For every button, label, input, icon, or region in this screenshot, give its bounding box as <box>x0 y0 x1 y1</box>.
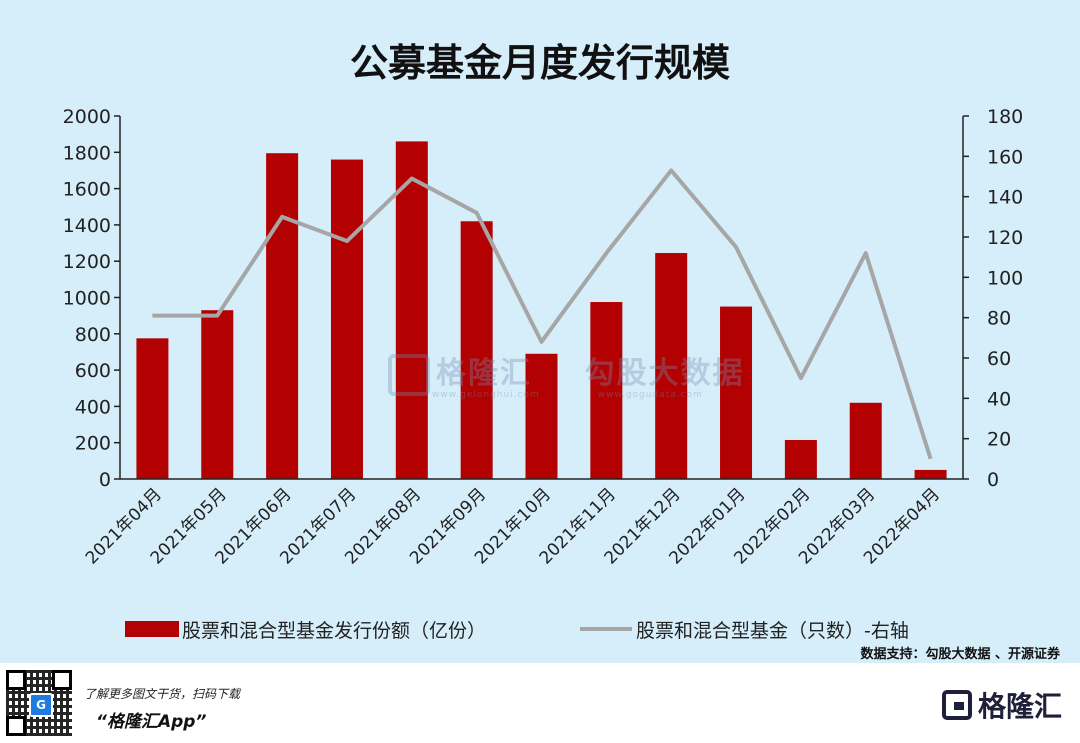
bar <box>655 253 688 479</box>
source-note: 数据支持：勾股大数据 、开源证券 <box>860 647 1060 662</box>
line-series <box>152 168 933 460</box>
qr-corner-icon <box>6 670 26 690</box>
left-tick-label: 2000 <box>63 106 111 128</box>
right-tick-label: 160 <box>987 146 1023 168</box>
chart-title: 公募基金月度发行规模 <box>350 41 730 85</box>
right-tick-label: 180 <box>987 106 1023 128</box>
right-tick-label: 20 <box>987 429 1011 451</box>
gelonghui-logo-icon <box>941 690 972 720</box>
qr-logo-icon: G <box>29 693 53 717</box>
left-tick-label: 800 <box>75 324 111 346</box>
left-tick-label: 1800 <box>63 142 111 164</box>
right-tick-label: 100 <box>987 267 1023 289</box>
brand-logo: 格隆汇 <box>941 685 1062 725</box>
bar <box>201 310 234 479</box>
left-tick-label: 1200 <box>63 251 111 273</box>
left-tick-label: 0 <box>99 469 111 491</box>
left-axis: 0 200 400 600 800 1000 1200 1400 1600 1800 2000 <box>63 106 121 491</box>
right-axis: 0 20 40 60 80 100 120 140 160 180 <box>962 106 1023 491</box>
bar <box>395 141 428 479</box>
left-tick-label: 400 <box>75 396 111 418</box>
footer: G 了解更多图文干货，扫码下载 “格隆汇App” 格隆汇 <box>0 663 1080 743</box>
watermark-url: www.gelonghui.com www.gogudata.com <box>432 389 703 400</box>
watermark-partner: 勾股大数据 <box>584 356 745 391</box>
left-tick-label: 1400 <box>63 215 111 237</box>
legend-swatch-bar <box>125 621 179 637</box>
right-tick-label: 40 <box>987 388 1011 410</box>
x-axis: 2021年04月2021年05月2021年06月2021年07月2021年08月… <box>82 478 963 568</box>
bar <box>460 221 493 479</box>
brand-name: 格隆汇 <box>977 690 1062 723</box>
watermark-logo-icon <box>388 353 430 396</box>
left-tick-label: 200 <box>75 433 111 455</box>
footer-tagline: 了解更多图文干货，扫码下载 <box>84 687 241 701</box>
left-tick-label: 1600 <box>63 179 111 201</box>
qr-corner-icon <box>52 670 72 690</box>
bar <box>136 338 169 479</box>
watermark: 格隆汇 勾股大数据 www.gelonghui.com www.gogudata… <box>388 348 744 400</box>
watermark-brand: 格隆汇 <box>436 356 532 391</box>
bar <box>914 469 947 479</box>
right-tick-label: 0 <box>987 469 999 491</box>
legend-label-bar: 股票和混合型基金发行份额（亿份） <box>182 620 486 642</box>
chart: 公募基金月度发行规模 02004006008001000120014001600… <box>63 41 1024 642</box>
legend: 股票和混合型基金发行份额（亿份） 股票和混合型基金（只数）-右轴 <box>125 620 909 642</box>
bar <box>720 306 753 479</box>
bar <box>784 439 817 479</box>
footer-app-name: “格隆汇App” <box>96 712 207 732</box>
qr-corner-icon <box>6 716 26 736</box>
bar <box>525 353 558 479</box>
bar-series <box>136 141 947 479</box>
bar <box>266 153 299 479</box>
left-tick-label: 600 <box>75 360 111 382</box>
right-tick-label: 60 <box>987 348 1011 370</box>
right-tick-label: 80 <box>987 308 1011 330</box>
left-tick-label: 1000 <box>63 288 111 310</box>
right-tick-label: 120 <box>987 227 1023 249</box>
right-tick-label: 140 <box>987 187 1023 209</box>
bar <box>590 302 623 479</box>
bar <box>849 402 882 479</box>
bar <box>330 159 363 479</box>
legend-label-line: 股票和混合型基金（只数）-右轴 <box>636 620 909 642</box>
